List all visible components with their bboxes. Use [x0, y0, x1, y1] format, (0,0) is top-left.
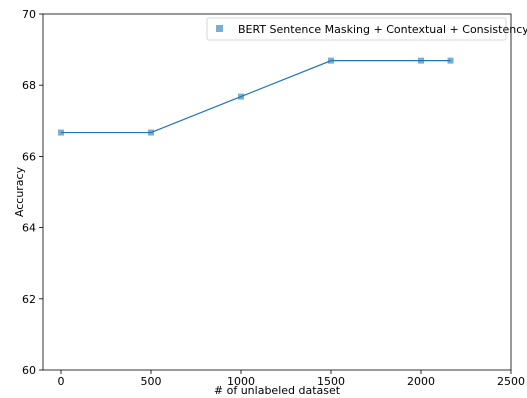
y-tick-label: 60 [22, 364, 36, 377]
data-point [58, 129, 64, 136]
legend-box [206, 17, 507, 41]
y-tick-label: 62 [22, 293, 36, 306]
y-axis-label: Accuracy [13, 166, 26, 217]
legend-label-series-0: BERT Sentence Masking + Contextual + Con… [238, 23, 527, 36]
x-tick-label: 2000 [407, 375, 435, 388]
x-axis-ticks: 0 500 1000 1500 2000 2500 [58, 370, 525, 388]
legend-marker-series-0 [216, 25, 223, 32]
x-tick-label: 500 [141, 375, 162, 388]
y-axis-ticks: 60 62 64 66 68 70 [22, 8, 43, 377]
y-tick-label: 70 [22, 8, 36, 21]
series-line-0 [61, 60, 451, 134]
x-axis-label: # of unlabeled dataset [214, 384, 341, 397]
legend: BERT Sentence Masking + Contextual + Con… [206, 17, 527, 41]
y-tick-label: 66 [22, 150, 36, 163]
x-tick-label: 0 [58, 375, 65, 388]
plot-area [42, 13, 512, 371]
data-point [148, 129, 154, 136]
y-tick-label: 64 [22, 222, 36, 235]
series-layer [58, 57, 454, 136]
data-point [447, 57, 454, 64]
data-point [418, 57, 424, 64]
data-point [328, 57, 334, 64]
data-point [238, 93, 244, 100]
x-tick-label: 1500 [317, 375, 345, 388]
x-tick-label: 1000 [227, 375, 255, 388]
x-tick-label: 2500 [497, 375, 525, 388]
y-tick-label: 68 [22, 79, 36, 92]
